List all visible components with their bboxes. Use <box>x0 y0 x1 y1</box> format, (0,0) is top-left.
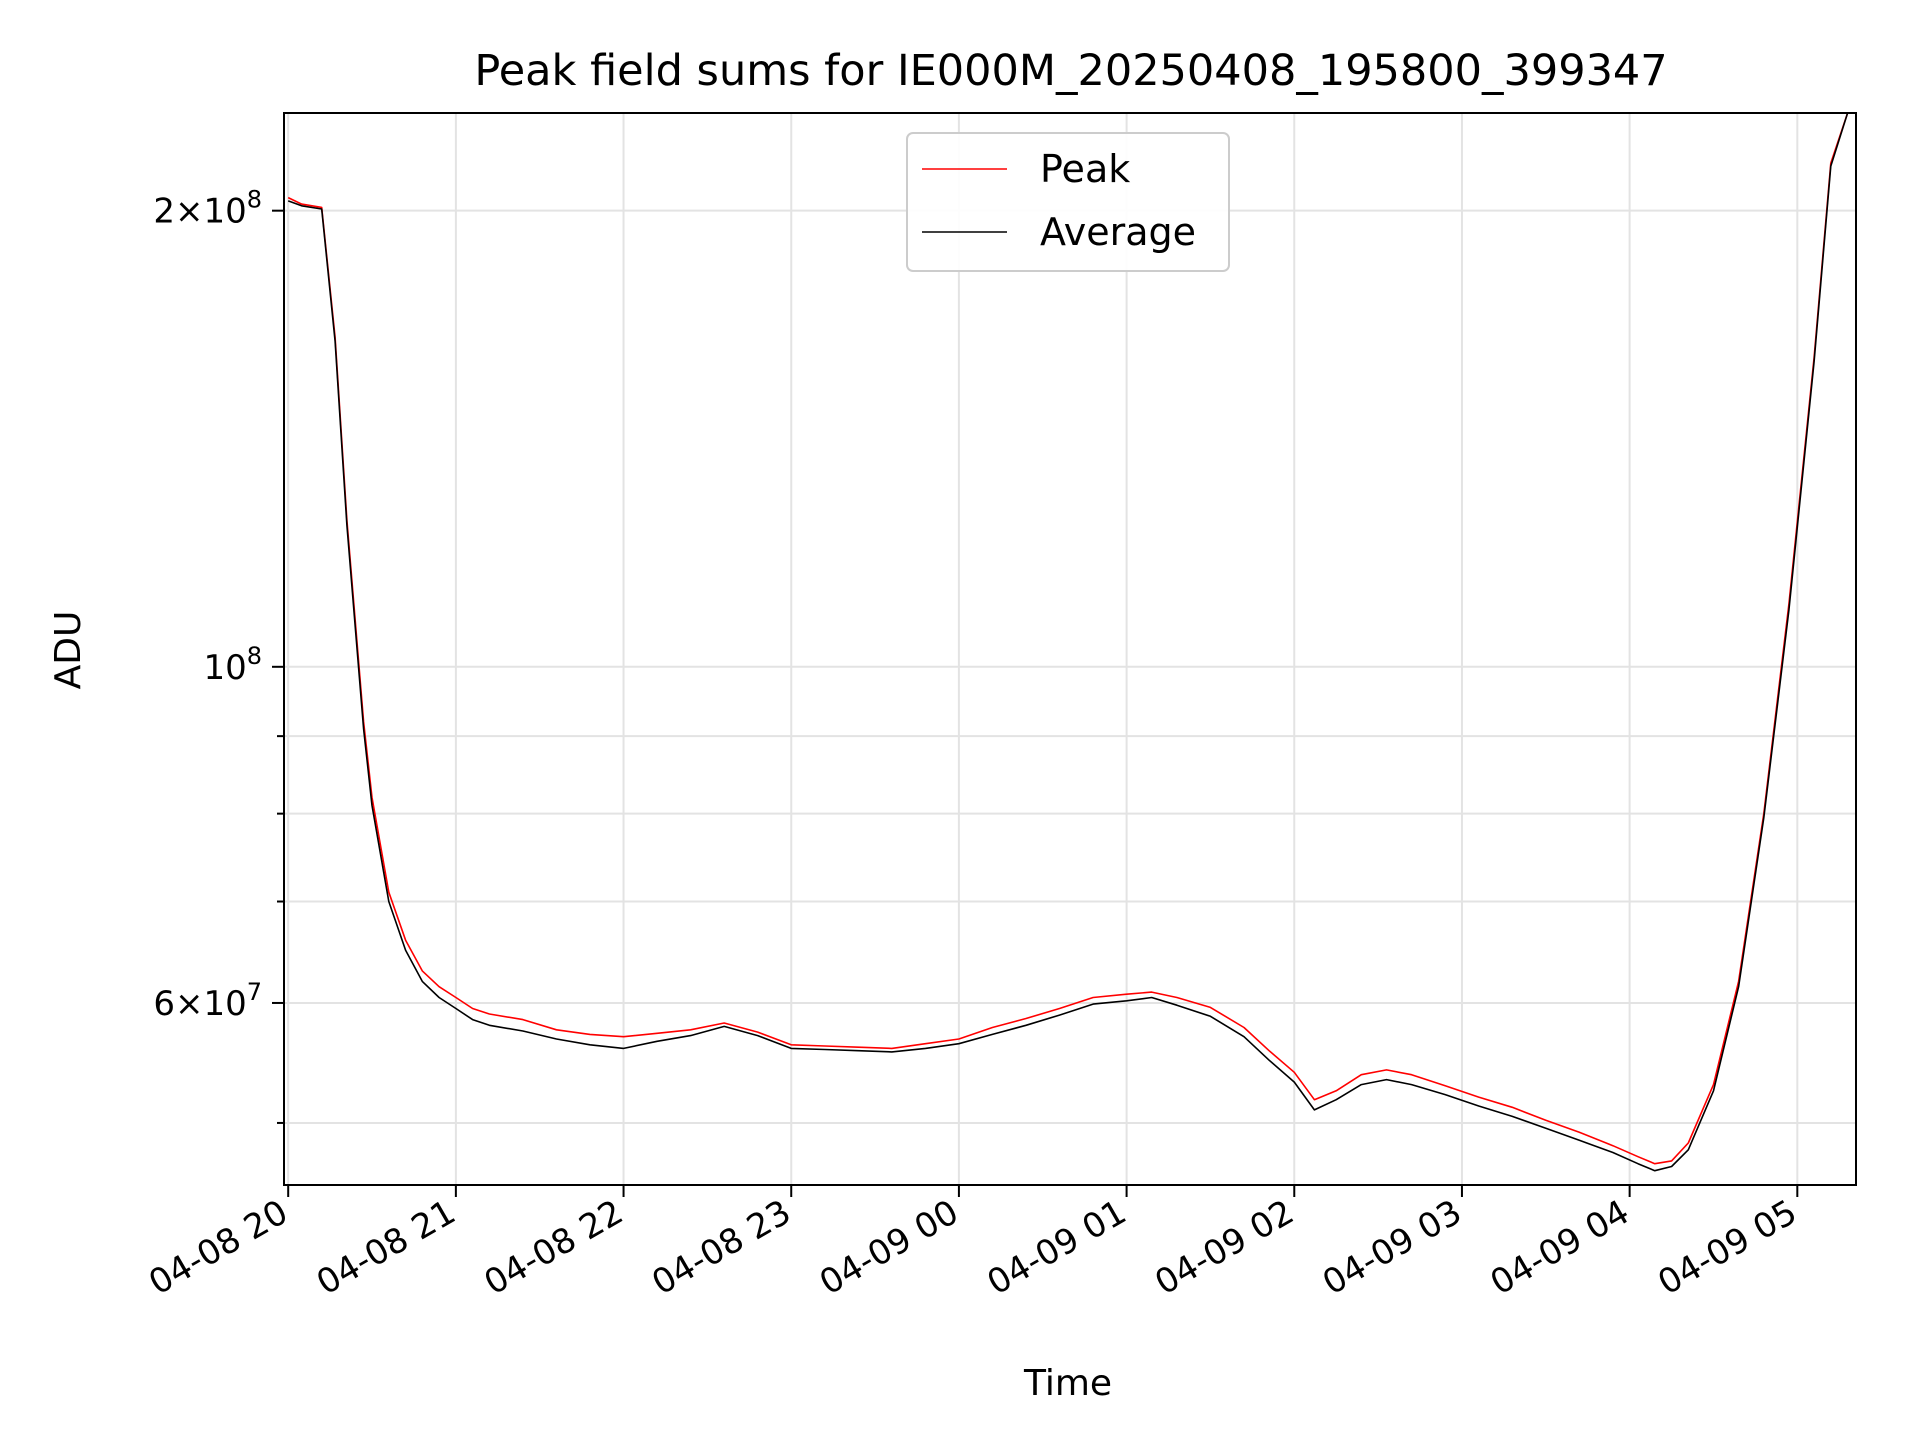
y-axis: 6×107 108 2×108 <box>153 186 284 1124</box>
series-lines <box>287 112 1849 1172</box>
legend-label-average: Average <box>1040 210 1196 254</box>
y-tick-label: 6×107 <box>153 978 262 1024</box>
grid-lines <box>284 113 1856 1185</box>
y-tick-label: 108 <box>203 642 262 688</box>
legend: Peak Average <box>906 132 1230 272</box>
plot-frame <box>283 112 1857 1186</box>
chart-title: Peak field sums for IE000M_20250408_1958… <box>474 46 1667 96</box>
legend-label-peak: Peak <box>1040 147 1130 191</box>
series-line-peak <box>287 112 1849 1165</box>
legend-box <box>906 132 1230 272</box>
x-axis-title: Time <box>1023 1363 1112 1404</box>
series-line-average <box>287 112 1849 1172</box>
y-tick-label: 2×108 <box>153 186 262 232</box>
y-axis-title: ADU <box>48 611 89 690</box>
